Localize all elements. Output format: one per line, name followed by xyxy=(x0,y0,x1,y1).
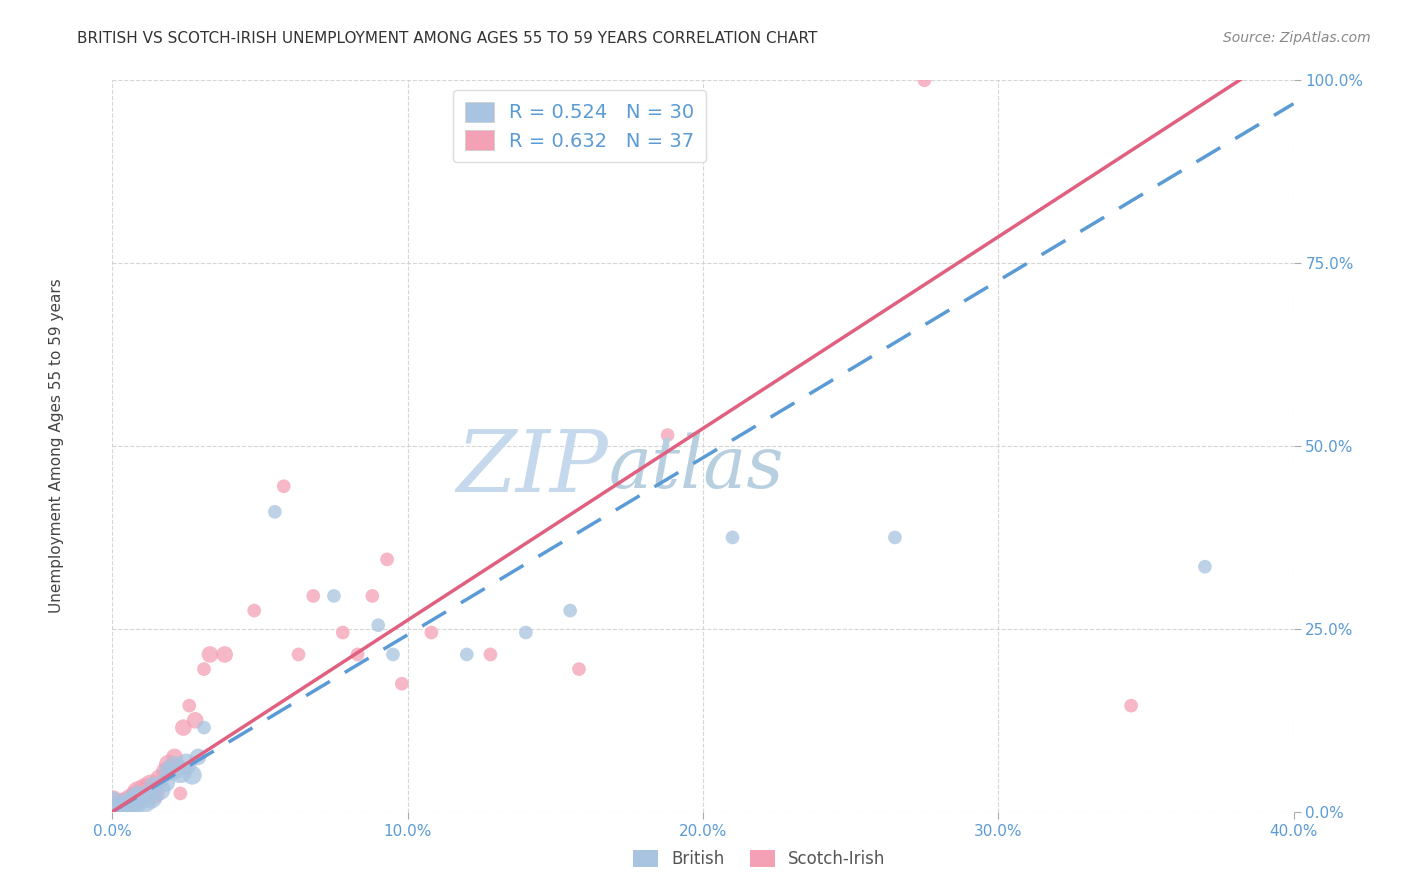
Point xyxy=(332,625,354,640)
Point xyxy=(198,648,221,662)
Point xyxy=(174,757,197,772)
Point xyxy=(120,794,142,808)
Point xyxy=(193,662,215,676)
Point xyxy=(273,479,295,493)
Point xyxy=(101,794,124,808)
Point xyxy=(155,764,177,779)
Text: Unemployment Among Ages 55 to 59 years: Unemployment Among Ages 55 to 59 years xyxy=(49,278,63,614)
Point xyxy=(287,648,309,662)
Point xyxy=(391,676,413,690)
Point xyxy=(107,802,129,816)
Point xyxy=(107,805,129,819)
Point xyxy=(1119,698,1142,713)
Point xyxy=(558,603,582,617)
Point xyxy=(187,749,209,764)
Point xyxy=(361,589,384,603)
Point xyxy=(163,749,186,764)
Point xyxy=(155,775,177,789)
Point xyxy=(101,801,124,815)
Legend: British, Scotch-Irish: British, Scotch-Irish xyxy=(627,843,891,875)
Point xyxy=(346,648,368,662)
Point xyxy=(172,721,194,735)
Point xyxy=(568,662,591,676)
Point xyxy=(157,764,180,779)
Point xyxy=(157,757,180,772)
Point xyxy=(721,530,744,544)
Point xyxy=(657,428,679,442)
Point xyxy=(382,648,405,662)
Point xyxy=(375,552,398,566)
Point xyxy=(139,779,162,793)
Point xyxy=(128,787,150,801)
Point xyxy=(112,798,135,813)
Point xyxy=(101,801,124,815)
Point xyxy=(367,618,389,632)
Text: ZIP: ZIP xyxy=(457,426,609,509)
Point xyxy=(884,530,907,544)
Point xyxy=(323,589,346,603)
Point xyxy=(101,794,124,808)
Point xyxy=(479,648,502,662)
Point xyxy=(169,764,191,779)
Point xyxy=(112,801,135,815)
Point xyxy=(125,794,148,808)
Point xyxy=(128,790,150,805)
Point xyxy=(456,648,478,662)
Point xyxy=(134,794,156,808)
Text: atlas: atlas xyxy=(609,433,785,503)
Point xyxy=(914,73,936,87)
Point xyxy=(163,761,186,775)
Point xyxy=(184,714,207,728)
Point xyxy=(214,648,236,662)
Point xyxy=(101,805,124,819)
Point xyxy=(420,625,443,640)
Point xyxy=(1194,559,1216,574)
Point xyxy=(142,779,165,793)
Point xyxy=(149,772,172,786)
Legend: R = 0.524   N = 30, R = 0.632   N = 37: R = 0.524 N = 30, R = 0.632 N = 37 xyxy=(453,90,706,162)
Text: BRITISH VS SCOTCH-IRISH UNEMPLOYMENT AMONG AGES 55 TO 59 YEARS CORRELATION CHART: BRITISH VS SCOTCH-IRISH UNEMPLOYMENT AMO… xyxy=(77,31,818,46)
Point xyxy=(139,790,162,805)
Point xyxy=(243,603,266,617)
Point xyxy=(120,797,142,812)
Point xyxy=(179,698,201,713)
Point xyxy=(264,505,287,519)
Point xyxy=(125,790,148,805)
Point xyxy=(101,805,124,819)
Point xyxy=(134,782,156,797)
Point xyxy=(149,782,172,797)
Point xyxy=(169,787,191,801)
Point xyxy=(302,589,325,603)
Point xyxy=(142,787,165,801)
Point xyxy=(193,721,215,735)
Point xyxy=(181,768,204,782)
Text: Source: ZipAtlas.com: Source: ZipAtlas.com xyxy=(1223,31,1371,45)
Point xyxy=(515,625,537,640)
